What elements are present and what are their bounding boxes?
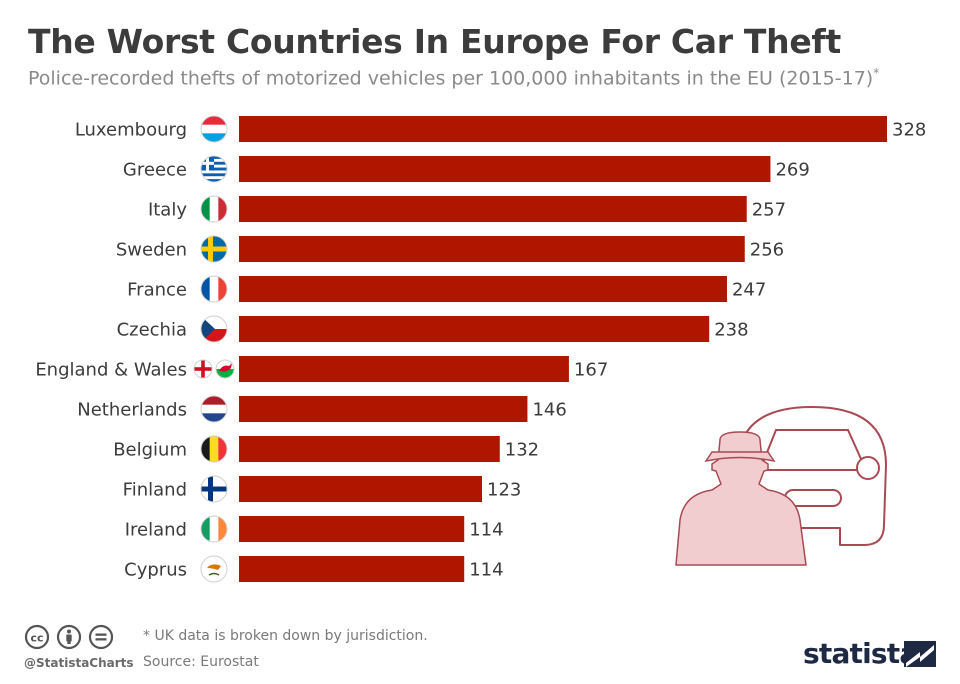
svg-text:cc: cc bbox=[30, 632, 43, 645]
czechia-flag-icon bbox=[200, 315, 228, 343]
bar-row: Greece 269 bbox=[123, 155, 810, 183]
greece-flag-icon bbox=[200, 155, 228, 183]
value-label: 167 bbox=[574, 360, 608, 381]
value-label: 328 bbox=[892, 120, 926, 141]
chart-title: The Worst Countries In Europe For Car Th… bbox=[28, 22, 841, 61]
value-label: 256 bbox=[750, 240, 784, 261]
bar bbox=[239, 436, 500, 462]
value-label: 132 bbox=[505, 440, 539, 461]
category-label: Czechia bbox=[117, 320, 187, 341]
license-icons: cc bbox=[24, 624, 144, 657]
bar-row: Cyprus 114 bbox=[124, 555, 504, 583]
belgium-flag-icon bbox=[200, 435, 228, 463]
category-label: Cyprus bbox=[124, 560, 187, 581]
value-label: 238 bbox=[714, 320, 748, 341]
bar bbox=[239, 476, 482, 502]
category-label: Ireland bbox=[125, 520, 187, 541]
nd-icon bbox=[88, 624, 114, 650]
bar-row: Italy 257 bbox=[148, 195, 786, 223]
subtitle-text: Police-recorded thefts of motorized vehi… bbox=[28, 67, 874, 90]
statista-logo-text: statista bbox=[803, 637, 918, 670]
bar-row: England & Wales 167 bbox=[35, 356, 608, 382]
ireland-flag-icon bbox=[200, 515, 228, 543]
category-label: Luxembourg bbox=[75, 120, 187, 141]
category-label: Greece bbox=[123, 160, 187, 181]
by-icon bbox=[56, 624, 82, 650]
france-flag-icon bbox=[200, 275, 228, 303]
bar-row: Sweden 256 bbox=[116, 235, 784, 263]
bar-row: Czechia 238 bbox=[117, 315, 749, 343]
category-label: Finland bbox=[123, 480, 187, 501]
bar-row: France 247 bbox=[127, 275, 766, 303]
thief-and-car-illustration bbox=[675, 406, 887, 566]
value-label: 114 bbox=[469, 560, 503, 581]
cc-icon: cc bbox=[24, 624, 50, 650]
statista-handle: @StatistaCharts bbox=[24, 656, 134, 670]
bar bbox=[239, 156, 771, 182]
bar bbox=[239, 236, 745, 262]
subtitle-footnote-mark: * bbox=[873, 66, 880, 80]
netherlands-flag-icon bbox=[200, 395, 228, 423]
category-label: Sweden bbox=[116, 240, 187, 261]
bar bbox=[239, 356, 569, 382]
bar bbox=[239, 556, 465, 582]
luxembourg-flag-icon bbox=[200, 115, 228, 143]
value-label: 269 bbox=[775, 160, 809, 181]
category-label: Italy bbox=[148, 200, 187, 221]
category-label: France bbox=[127, 280, 187, 301]
statista-logo-icon bbox=[904, 641, 936, 667]
bar-chart: Luxembourg 328 Greece 269 Italy 257 Sweden 256 F… bbox=[35, 115, 926, 583]
source-line: Source: Eurostat bbox=[143, 654, 259, 670]
bar-row: Finland 123 bbox=[123, 475, 521, 503]
footnote: * UK data is broken down by jurisdiction… bbox=[143, 628, 428, 644]
bar-row: Netherlands 146 bbox=[77, 395, 567, 423]
chart-subtitle: Police-recorded thefts of motorized vehi… bbox=[28, 66, 879, 89]
bar bbox=[239, 196, 747, 222]
category-label: England & Wales bbox=[35, 360, 187, 381]
bar bbox=[239, 316, 710, 342]
value-label: 257 bbox=[752, 200, 786, 221]
sweden-flag-icon bbox=[200, 235, 228, 263]
value-label: 247 bbox=[732, 280, 766, 301]
category-label: Netherlands bbox=[77, 400, 187, 421]
value-label: 146 bbox=[532, 400, 566, 421]
bar-row: Belgium 132 bbox=[113, 435, 539, 463]
bar bbox=[239, 276, 727, 302]
value-label: 123 bbox=[487, 480, 521, 501]
bar bbox=[239, 116, 887, 142]
bar bbox=[239, 396, 528, 422]
bar-row: Luxembourg 328 bbox=[75, 115, 926, 143]
cyprus-flag-icon bbox=[200, 555, 228, 583]
value-label: 114 bbox=[469, 520, 503, 541]
italy-flag-icon bbox=[200, 195, 228, 223]
england-wales-flag-icon bbox=[193, 359, 235, 379]
bar bbox=[239, 516, 465, 542]
category-label: Belgium bbox=[113, 440, 187, 461]
bar-row: Ireland 114 bbox=[125, 515, 504, 543]
finland-flag-icon bbox=[200, 475, 228, 503]
bars: Luxembourg 328 Greece 269 Italy 257 Sweden 256 F… bbox=[35, 115, 926, 583]
